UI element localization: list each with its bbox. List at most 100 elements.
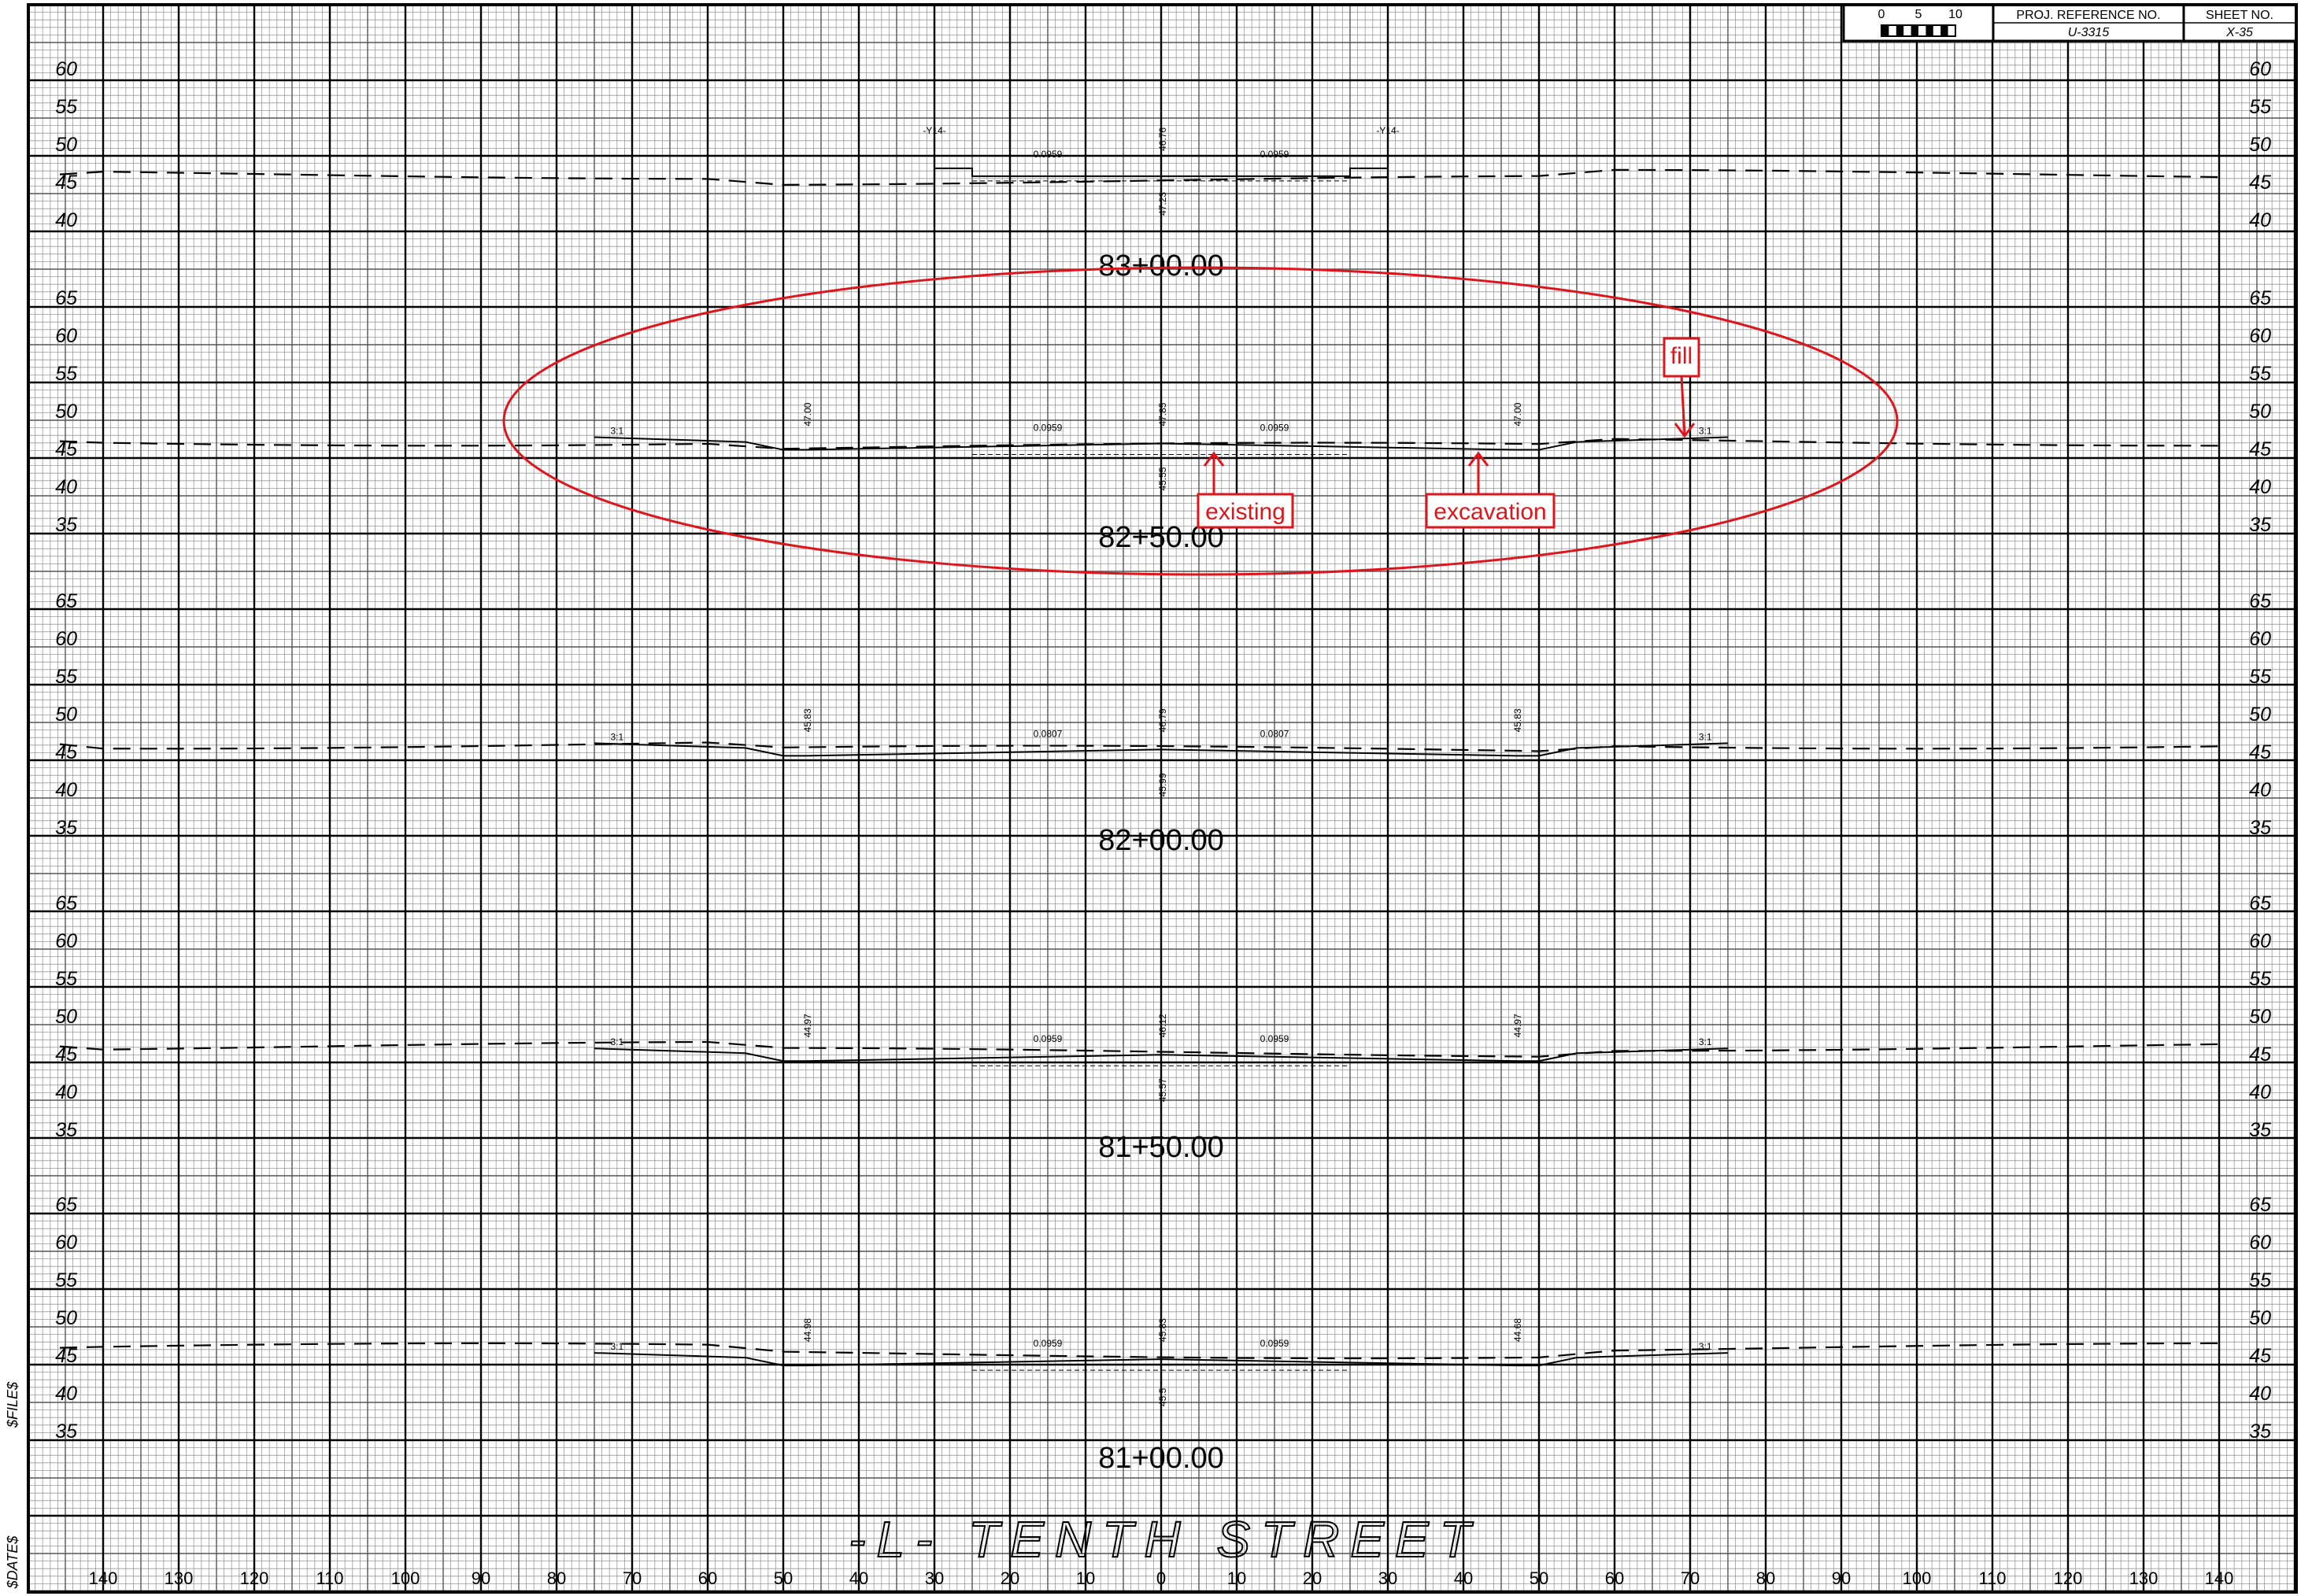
elevation-label-left: 55 [55, 96, 77, 118]
x-axis-tick: 70 [1681, 1568, 1700, 1588]
grade-label: 0.0959 [1260, 423, 1289, 434]
x-axis-tick: 140 [2205, 1568, 2234, 1588]
elevation-label-right: 50 [2249, 1307, 2271, 1329]
x-axis-tick: 130 [2129, 1568, 2159, 1588]
existing-ground-line [59, 438, 2220, 450]
elevation-label-left: 50 [55, 401, 77, 423]
x-axis-tick: 90 [472, 1568, 490, 1588]
elevation-label-right: 40 [2249, 1383, 2271, 1405]
elevation-label-left: 40 [55, 1383, 77, 1405]
elevation-label-right: 35 [2249, 817, 2271, 839]
x-axis-tick: 10 [1076, 1568, 1095, 1588]
grade-label: 0.0959 [1034, 1033, 1063, 1044]
x-axis-tick: 100 [391, 1568, 420, 1588]
elevation-label-right: 50 [2249, 134, 2271, 156]
elevation-label-left: 40 [55, 476, 77, 498]
alignment-marker-label: -Y14- [923, 125, 945, 136]
elevation-label-left: 65 [55, 287, 77, 309]
offset-label: 45.5 [1157, 1387, 1168, 1406]
offset-label: 45.83 [1157, 1318, 1168, 1342]
slope-label: 3:1 [610, 1341, 623, 1352]
elevation-label-right: 45 [2249, 1044, 2271, 1066]
slope-label: 3:1 [1699, 1341, 1712, 1352]
sheet-border [27, 3, 2298, 1594]
offset-label: 45.99 [1157, 773, 1168, 796]
elevation-label-right: 65 [2249, 287, 2271, 309]
x-axis-tick: 80 [547, 1568, 566, 1588]
station-label: 81+50.00 [1098, 1131, 1224, 1164]
elevation-label-left: 50 [55, 704, 77, 726]
x-axis-tick: 30 [925, 1568, 944, 1588]
elevation-label-right: 55 [2249, 1269, 2271, 1291]
scale-tick-10: 10 [1948, 8, 1963, 21]
elevation-label-left: 45 [55, 172, 77, 194]
elevation-label-left: 60 [55, 628, 77, 650]
elevation-label-right: 60 [2249, 58, 2271, 80]
x-axis-tick: 30 [1378, 1568, 1397, 1588]
axis-labels: 140 130 120 110 100 90 80 70 60 50 40 30 20 10 0 10 20 30… [89, 1568, 2234, 1588]
elevation-label-right: 40 [2249, 1081, 2271, 1103]
x-axis-tick: 130 [165, 1568, 194, 1588]
elevation-label-left: 60 [55, 325, 77, 347]
elevation-label-left: 60 [55, 930, 77, 952]
grade-label: 0.0807 [1034, 728, 1063, 739]
x-axis-tick: 120 [2054, 1568, 2083, 1588]
elevation-label-left: 55 [55, 363, 77, 385]
x-axis-tick: 60 [1605, 1568, 1624, 1588]
x-axis-tick: 110 [316, 1568, 343, 1588]
existing-label: existing [1205, 499, 1286, 525]
x-axis-tick: 20 [1303, 1568, 1322, 1588]
elevation-label-right: 55 [2249, 363, 2271, 385]
elevation-label-left: 55 [55, 968, 77, 990]
x-axis-tick: 110 [1978, 1568, 2006, 1588]
offset-label: 46.79 [1157, 708, 1168, 732]
existing-ground-line [59, 741, 2220, 752]
elevation-label-left: 35 [55, 817, 77, 839]
x-axis-tick: 40 [1454, 1568, 1473, 1588]
excavation-label: excavation [1434, 499, 1546, 525]
slope-label: 3:1 [1699, 731, 1712, 742]
elevation-label-left: 65 [55, 1194, 77, 1216]
grade-label: 0.0959 [1034, 149, 1063, 160]
existing-callout: existing [1197, 451, 1294, 529]
elevation-label-left: 40 [55, 1081, 77, 1103]
offset-label: 47.00 [802, 402, 813, 426]
elevation-label-right: 60 [2249, 1232, 2271, 1254]
offset-label: 45.83 [802, 708, 813, 732]
fill-label: fill [1670, 343, 1692, 369]
proposed-template-line [934, 164, 1389, 208]
elevation-label-right: 45 [2249, 172, 2271, 194]
elevation-label-left: 65 [55, 590, 77, 612]
x-axis-tick: 120 [240, 1568, 269, 1588]
offset-label: 46.12 [1157, 1014, 1168, 1037]
x-axis-tick: 90 [1832, 1568, 1851, 1588]
x-axis-tick: 100 [1903, 1568, 1932, 1588]
elevation-label-left: 40 [55, 779, 77, 801]
cross-section-5: 65 65 60 60 55 55 50 50 45 45 40 40 35 35 81+00.00 0.09… [55, 1194, 2271, 1475]
elevation-label-left: 55 [55, 666, 77, 688]
graph-grid [28, 3, 2296, 1593]
title-block: 0 5 10 PROJ. REFERENCE NO. U-3315 SHEET … [1842, 3, 2298, 42]
existing-ground-line [59, 1342, 2220, 1360]
elevation-label-left: 50 [55, 134, 77, 156]
station-label: 82+00.00 [1098, 824, 1224, 857]
elevation-label-right: 35 [2249, 1421, 2271, 1443]
proj-ref-label: PROJ. REFERENCE NO. [2016, 9, 2160, 22]
grade-label: 0.0959 [1034, 423, 1063, 434]
offset-label: 44.98 [802, 1318, 813, 1342]
offset-label: 44.68 [1512, 1318, 1523, 1342]
sheet-no-label: SHEET NO. [2206, 9, 2273, 22]
elevation-label-right: 35 [2249, 514, 2271, 536]
proposed-template-line [594, 1047, 1729, 1062]
elevation-label-right: 40 [2249, 209, 2271, 231]
elevation-label-right: 55 [2249, 968, 2271, 990]
elevation-label-right: 60 [2249, 628, 2271, 650]
elevation-label-right: 55 [2249, 96, 2271, 118]
elevation-label-left: 35 [55, 514, 77, 536]
file-label: $FILE$ [5, 1381, 20, 1428]
x-axis-tick: 140 [89, 1568, 118, 1588]
